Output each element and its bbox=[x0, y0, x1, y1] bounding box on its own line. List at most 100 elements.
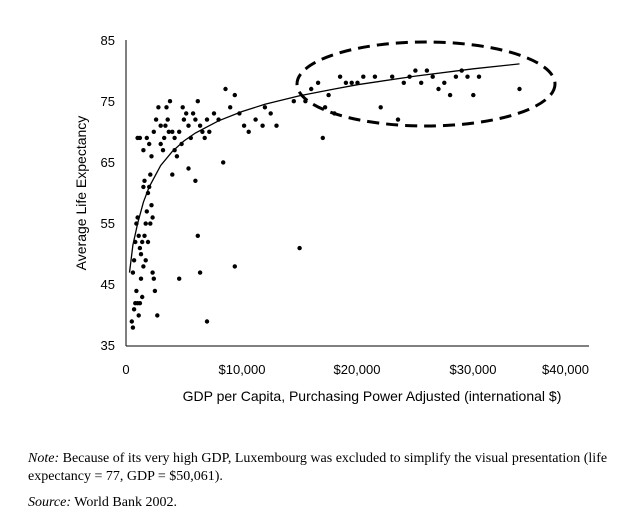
note-paragraph: Note: Because of its very high GDP, Luxe… bbox=[28, 450, 628, 486]
data-point bbox=[297, 245, 302, 251]
data-point bbox=[517, 86, 522, 92]
data-point bbox=[140, 294, 145, 300]
data-point bbox=[223, 86, 228, 92]
data-point bbox=[216, 117, 221, 122]
data-point bbox=[197, 123, 203, 128]
data-point bbox=[262, 105, 268, 110]
data-point bbox=[361, 74, 366, 79]
data-point bbox=[291, 99, 296, 104]
data-point bbox=[130, 270, 136, 275]
data-point bbox=[147, 141, 152, 147]
y-tick-label: 45 bbox=[101, 277, 115, 292]
data-point bbox=[137, 301, 143, 306]
data-point bbox=[453, 74, 459, 79]
data-point bbox=[419, 80, 424, 86]
data-point bbox=[150, 270, 155, 275]
data-point bbox=[166, 129, 171, 134]
data-point bbox=[142, 178, 147, 183]
data-point bbox=[430, 74, 435, 79]
data-point bbox=[476, 74, 482, 79]
data-point bbox=[237, 111, 242, 116]
data-point bbox=[186, 166, 191, 171]
data-point bbox=[179, 141, 184, 147]
data-point bbox=[129, 319, 134, 324]
data-point bbox=[274, 123, 279, 128]
x-tick-label: $30,000 bbox=[450, 362, 497, 377]
data-point bbox=[193, 117, 198, 122]
data-point bbox=[134, 288, 139, 294]
x-tick-label: 0 bbox=[122, 362, 129, 377]
data-point bbox=[131, 258, 137, 263]
data-point bbox=[343, 80, 349, 86]
note-text: Because of its very high GDP, Luxembourg… bbox=[28, 451, 608, 484]
data-point bbox=[232, 264, 237, 269]
data-point bbox=[151, 276, 156, 281]
y-axis-title: Average Life Expectancy bbox=[73, 116, 89, 271]
data-point bbox=[143, 221, 148, 226]
data-point bbox=[145, 190, 151, 196]
data-point bbox=[158, 123, 163, 128]
data-point bbox=[133, 239, 138, 245]
y-tick-label: 85 bbox=[101, 33, 115, 48]
data-point bbox=[188, 135, 193, 141]
data-point bbox=[241, 123, 247, 128]
scatter-chart: 85 75 65 55 45 35 0 $10,000 $20,000 $30,… bbox=[73, 33, 589, 404]
data-point bbox=[186, 123, 191, 128]
data-point bbox=[395, 117, 401, 122]
data-point bbox=[204, 117, 210, 122]
data-point bbox=[153, 117, 159, 122]
data-point bbox=[148, 221, 153, 226]
data-point bbox=[143, 258, 148, 263]
data-point bbox=[138, 276, 144, 281]
data-point bbox=[131, 307, 137, 312]
data-point bbox=[135, 215, 140, 220]
data-point bbox=[170, 172, 175, 177]
data-point bbox=[424, 68, 430, 73]
data-point bbox=[465, 74, 470, 79]
data-point bbox=[172, 135, 177, 141]
data-point bbox=[401, 80, 406, 86]
data-point bbox=[130, 325, 136, 330]
data-point bbox=[180, 105, 185, 110]
data-point bbox=[150, 215, 155, 220]
trend-line bbox=[128, 63, 520, 273]
data-point bbox=[155, 313, 160, 318]
data-point bbox=[332, 111, 337, 116]
x-tick-label: $40,000 bbox=[542, 362, 589, 377]
data-point bbox=[228, 105, 233, 110]
data-point bbox=[163, 123, 168, 128]
data-point bbox=[181, 117, 187, 122]
data-point bbox=[134, 221, 139, 226]
data-point bbox=[156, 105, 161, 110]
data-point bbox=[141, 184, 146, 190]
data-point bbox=[246, 129, 251, 134]
source-label: Source: bbox=[28, 495, 72, 510]
data-point bbox=[200, 129, 205, 134]
data-point bbox=[184, 111, 189, 116]
data-point bbox=[355, 80, 360, 86]
source-paragraph: Source: World Bank 2002. bbox=[28, 494, 628, 512]
data-point bbox=[195, 233, 200, 238]
y-tick-label: 55 bbox=[101, 216, 115, 231]
data-point bbox=[413, 68, 418, 73]
data-point bbox=[471, 92, 476, 98]
data-point bbox=[211, 111, 217, 116]
data-point bbox=[326, 92, 331, 98]
data-point bbox=[160, 148, 166, 153]
data-point bbox=[147, 184, 152, 190]
data-point bbox=[337, 74, 343, 79]
data-point bbox=[195, 99, 200, 104]
data-point bbox=[152, 288, 158, 294]
data-point bbox=[232, 92, 237, 98]
data-point bbox=[141, 264, 146, 269]
data-point bbox=[140, 239, 145, 245]
data-point bbox=[253, 117, 258, 122]
data-point bbox=[447, 92, 453, 98]
data-point bbox=[349, 80, 354, 86]
chart-notes: Note: Because of its very high GDP, Luxe… bbox=[28, 450, 628, 512]
data-point bbox=[151, 129, 156, 134]
highlight-ellipse bbox=[295, 40, 557, 128]
data-point bbox=[309, 86, 314, 92]
data-point bbox=[149, 203, 154, 208]
data-point bbox=[137, 245, 143, 251]
